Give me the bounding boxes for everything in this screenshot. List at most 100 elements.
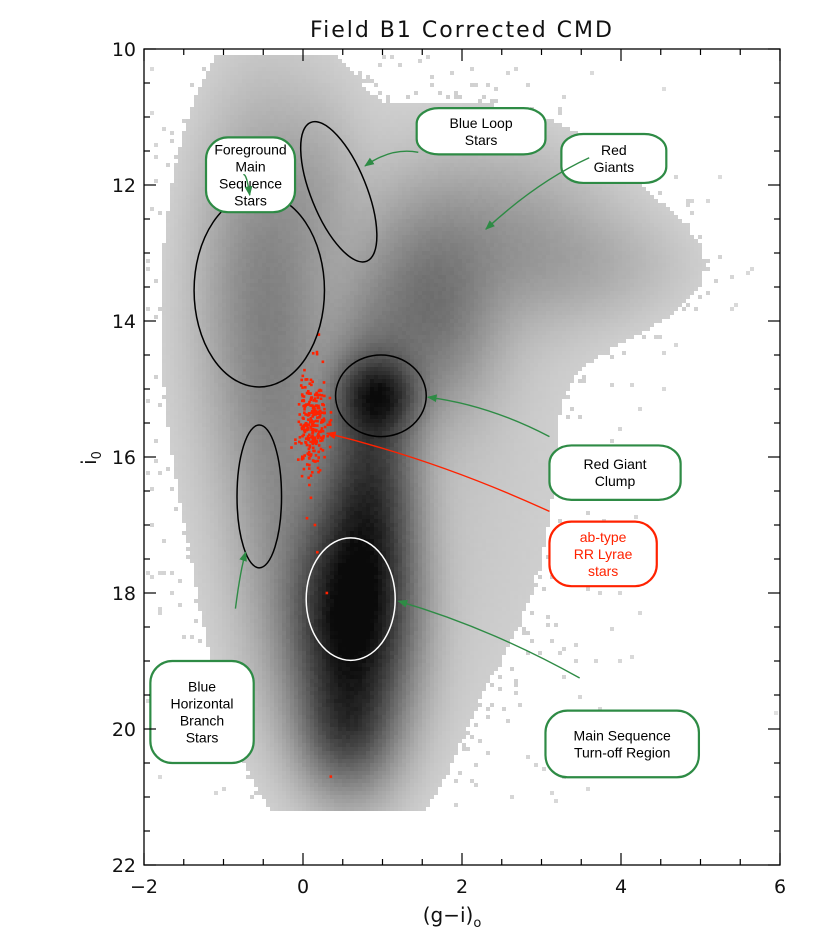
density-cell bbox=[422, 159, 426, 163]
density-cell bbox=[402, 131, 406, 135]
density-cell bbox=[582, 195, 586, 199]
density-cell bbox=[270, 115, 274, 119]
density-cell bbox=[454, 195, 458, 199]
density-cell bbox=[362, 99, 366, 103]
density-cell bbox=[326, 131, 330, 135]
density-cell bbox=[210, 251, 214, 255]
density-cell bbox=[386, 247, 390, 251]
density-cell bbox=[534, 255, 538, 259]
density-cell bbox=[314, 215, 318, 219]
density-cell bbox=[426, 183, 430, 187]
density-cell bbox=[470, 239, 474, 243]
density-cell bbox=[354, 179, 358, 183]
density-cell bbox=[650, 215, 654, 219]
density-cell bbox=[298, 227, 302, 231]
density-cell bbox=[378, 211, 382, 215]
density-cell bbox=[630, 199, 634, 203]
density-cell bbox=[414, 147, 418, 151]
density-cell bbox=[298, 239, 302, 243]
density-cell bbox=[570, 207, 574, 211]
density-cell bbox=[366, 103, 370, 107]
density-cell bbox=[622, 183, 626, 187]
density-cell bbox=[342, 235, 346, 239]
density-cell bbox=[226, 99, 230, 103]
density-cell bbox=[318, 131, 322, 135]
density-cell bbox=[370, 123, 374, 127]
density-cell bbox=[690, 199, 694, 203]
density-cell bbox=[322, 71, 326, 75]
density-cell bbox=[410, 175, 414, 179]
density-cell bbox=[402, 151, 406, 155]
density-cell bbox=[418, 103, 422, 107]
density-cell bbox=[342, 223, 346, 227]
density-cell bbox=[306, 215, 310, 219]
density-cell bbox=[218, 255, 222, 259]
density-cell bbox=[494, 179, 498, 183]
density-cell bbox=[322, 183, 326, 187]
density-cell bbox=[298, 159, 302, 163]
density-cell bbox=[346, 167, 350, 171]
density-cell bbox=[418, 147, 422, 151]
density-cell bbox=[446, 195, 450, 199]
density-cell bbox=[430, 255, 434, 259]
density-cell bbox=[346, 107, 350, 111]
density-cell bbox=[382, 243, 386, 247]
density-cell bbox=[482, 215, 486, 219]
density-cell bbox=[422, 251, 426, 255]
density-cell bbox=[406, 191, 410, 195]
density-cell bbox=[294, 227, 298, 231]
density-cell bbox=[486, 215, 490, 219]
density-cell bbox=[406, 135, 410, 139]
density-cell bbox=[366, 135, 370, 139]
density-cell bbox=[242, 219, 246, 223]
density-cell bbox=[266, 255, 270, 259]
density-cell bbox=[298, 255, 302, 259]
density-cell bbox=[546, 123, 550, 127]
density-cell bbox=[178, 155, 182, 159]
density-cell bbox=[298, 131, 302, 135]
density-cell bbox=[194, 151, 198, 155]
density-cell bbox=[514, 251, 518, 255]
density-cell bbox=[202, 115, 206, 119]
density-cell bbox=[390, 183, 394, 187]
density-cell bbox=[178, 171, 182, 175]
density-cell bbox=[582, 199, 586, 203]
density-cell bbox=[522, 187, 526, 191]
density-cell bbox=[498, 171, 502, 175]
density-cell bbox=[230, 71, 234, 75]
density-cell bbox=[350, 103, 354, 107]
density-cell bbox=[470, 231, 474, 235]
density-cell bbox=[470, 211, 474, 215]
density-cell bbox=[194, 167, 198, 171]
density-cell bbox=[198, 103, 202, 107]
density-cell bbox=[350, 235, 354, 239]
density-cell bbox=[662, 87, 666, 91]
density-cell bbox=[354, 235, 358, 239]
density-cell bbox=[402, 111, 406, 115]
density-cell bbox=[346, 227, 350, 231]
density-cell bbox=[390, 171, 394, 175]
density-cell bbox=[394, 115, 398, 119]
density-cell bbox=[478, 207, 482, 211]
density-cell bbox=[538, 227, 542, 231]
density-cell bbox=[678, 239, 682, 243]
density-cell bbox=[366, 119, 370, 123]
density-cell bbox=[362, 91, 366, 95]
density-cell bbox=[230, 87, 234, 91]
density-cell bbox=[310, 111, 314, 115]
density-cell bbox=[550, 171, 554, 175]
density-cell bbox=[302, 211, 306, 215]
density-cell bbox=[178, 199, 182, 203]
density-cell bbox=[270, 95, 274, 99]
density-cell bbox=[446, 251, 450, 255]
density-cell bbox=[538, 163, 542, 167]
density-cell bbox=[454, 187, 458, 191]
density-cell bbox=[558, 139, 562, 143]
density-cell bbox=[306, 111, 310, 115]
density-cell bbox=[406, 235, 410, 239]
density-cell bbox=[310, 87, 314, 91]
density-cell bbox=[574, 183, 578, 187]
density-cell bbox=[582, 191, 586, 195]
density-cell bbox=[546, 159, 550, 163]
density-cell bbox=[242, 115, 246, 119]
